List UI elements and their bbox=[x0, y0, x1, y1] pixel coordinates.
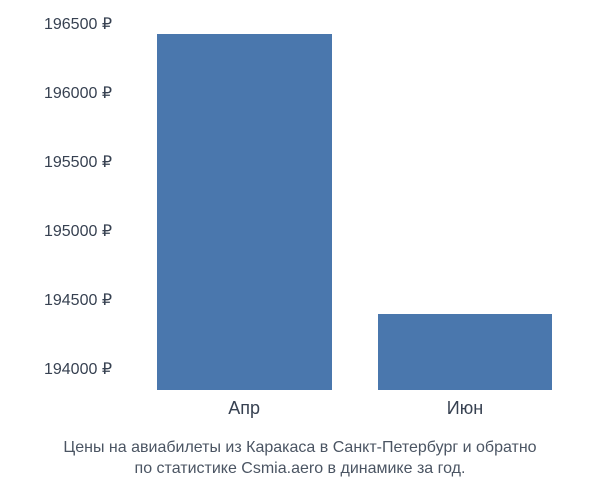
bar bbox=[378, 314, 553, 390]
x-tick-label: Апр bbox=[228, 398, 260, 419]
price-chart: Цены на авиабилеты из Каракаса в Санкт-П… bbox=[0, 0, 600, 500]
x-tick-label: Июн bbox=[447, 398, 483, 419]
y-tick-label: 195500 ₽ bbox=[12, 152, 112, 172]
chart-caption: Цены на авиабилеты из Каракаса в Санкт-П… bbox=[0, 438, 600, 480]
caption-line-2: по статистике Csmia.aero в динамике за г… bbox=[135, 460, 466, 477]
y-tick-label: 196500 ₽ bbox=[12, 14, 112, 34]
y-tick-label: 196000 ₽ bbox=[12, 83, 112, 103]
caption-line-1: Цены на авиабилеты из Каракаса в Санкт-П… bbox=[63, 439, 536, 456]
y-tick-label: 195000 ₽ bbox=[12, 221, 112, 241]
y-tick-label: 194000 ₽ bbox=[12, 359, 112, 379]
plot-area bbox=[120, 10, 580, 390]
bar bbox=[157, 34, 332, 391]
y-tick-label: 194500 ₽ bbox=[12, 290, 112, 310]
